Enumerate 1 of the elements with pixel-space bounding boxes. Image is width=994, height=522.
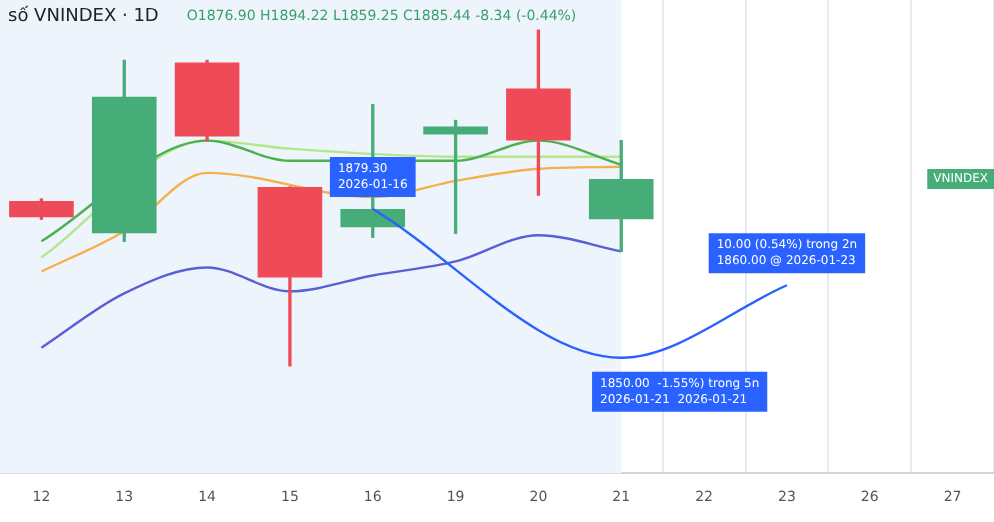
chart-title: số VNINDEX · 1D xyxy=(8,4,159,27)
